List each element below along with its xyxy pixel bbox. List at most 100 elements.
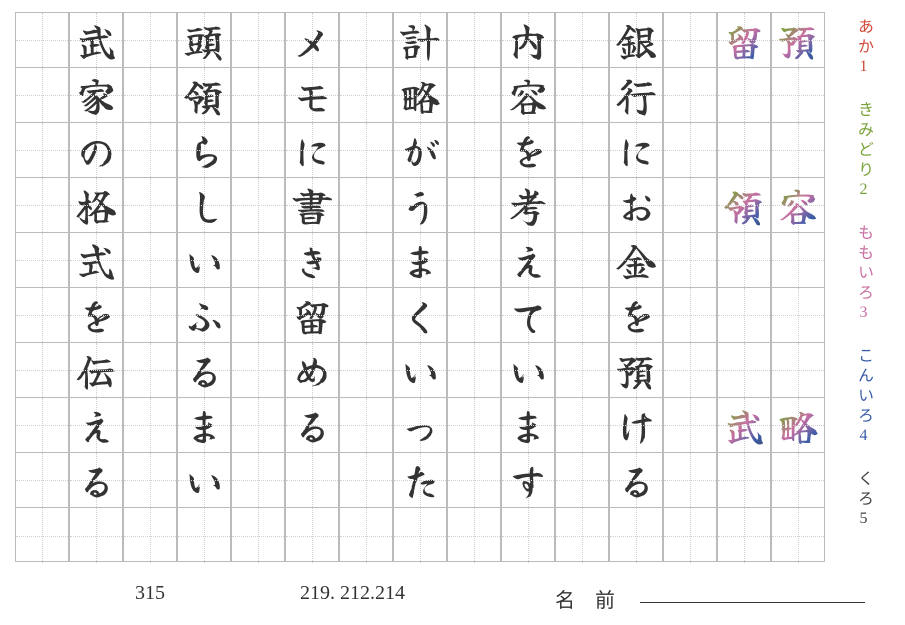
kanji-char: 頭 — [178, 13, 230, 67]
grid-cell: 略 — [772, 398, 824, 453]
grid-cell — [448, 453, 500, 508]
grid-cell: 書 — [286, 178, 338, 233]
kanji-char: を — [502, 123, 554, 177]
grid-cell: い — [394, 343, 446, 398]
grid-cell — [16, 398, 68, 453]
grid-cell: 計 — [394, 13, 446, 68]
kanji-char: 行 — [610, 68, 662, 122]
grid-cell — [16, 288, 68, 343]
kanji-char: 計 — [394, 13, 446, 67]
grid-cell — [124, 288, 176, 343]
kanji-char: え — [502, 233, 554, 287]
kanji-char: し — [178, 178, 230, 232]
grid-cell — [448, 178, 500, 233]
grid-cell — [772, 453, 824, 508]
grid-cell — [232, 123, 284, 178]
grid-cell: 預 — [772, 13, 824, 68]
grid-cell: 銀 — [610, 13, 662, 68]
grid-cell — [232, 398, 284, 453]
grid-cell — [556, 508, 608, 563]
grid-cell: 略 — [394, 68, 446, 123]
color-legend: あか1きみどり2ももいろ3こんいろ4くろ5 — [851, 18, 891, 553]
grid-cell — [718, 288, 770, 343]
grid-cell — [16, 233, 68, 288]
grid-cell — [16, 13, 68, 68]
kanji-char: を — [610, 288, 662, 342]
kanji-char: 式 — [70, 233, 122, 287]
kanji-char: 伝 — [70, 343, 122, 397]
grid-cell — [124, 233, 176, 288]
grid-cell: が — [394, 123, 446, 178]
kanji-char: ま — [394, 233, 446, 287]
grid-cell — [556, 13, 608, 68]
grid-cell: け — [610, 398, 662, 453]
grid-cell — [16, 343, 68, 398]
grid-cell — [664, 508, 716, 563]
legend-item: きみどり2 — [851, 101, 875, 202]
grid-cell: お — [610, 178, 662, 233]
grid-cell: 式 — [70, 233, 122, 288]
kanji-char: モ — [286, 68, 338, 122]
grid-cell: い — [178, 453, 230, 508]
grid-cell: モ — [286, 68, 338, 123]
grid-cell: る — [286, 398, 338, 453]
kanji-char: い — [178, 233, 230, 287]
grid-cell — [340, 508, 392, 563]
grid-cell — [340, 123, 392, 178]
grid-cell: 留 — [286, 288, 338, 343]
grid-cell: 考 — [502, 178, 554, 233]
grid-cell — [340, 68, 392, 123]
grid-cell — [718, 343, 770, 398]
name-label: 名 前 — [555, 584, 615, 613]
grid-cell — [232, 178, 284, 233]
kanji-char: 内 — [502, 13, 554, 67]
kanji-char: メ — [286, 13, 338, 67]
grid-cell — [16, 178, 68, 233]
grid-cell: 領 — [178, 68, 230, 123]
grid-cell — [718, 453, 770, 508]
grid-cell: い — [178, 233, 230, 288]
kanji-char: ら — [178, 123, 230, 177]
grid-cell — [772, 288, 824, 343]
grid-cell: 容 — [772, 178, 824, 233]
grid-cell — [232, 508, 284, 563]
grid-cell: て — [502, 288, 554, 343]
grid-cell: 武 — [70, 13, 122, 68]
grid-cell — [664, 453, 716, 508]
grid-cell — [556, 288, 608, 343]
grid-cell — [610, 508, 662, 563]
kanji-char: の — [70, 123, 122, 177]
legend-item: ももいろ3 — [851, 224, 875, 325]
grid-cell: ま — [178, 398, 230, 453]
page-ref-mid: 219. 212.214 — [300, 582, 405, 605]
kanji-char: 容 — [772, 178, 824, 232]
grid-cell — [448, 13, 500, 68]
grid-cell: う — [394, 178, 446, 233]
grid-cell — [664, 68, 716, 123]
grid-cell — [448, 343, 500, 398]
grid-cell — [232, 233, 284, 288]
kanji-char: え — [70, 398, 122, 452]
grid-cell: ま — [502, 398, 554, 453]
grid-cell — [340, 398, 392, 453]
grid-cell: ら — [178, 123, 230, 178]
kanji-char: 留 — [718, 13, 770, 67]
grid-cell — [664, 13, 716, 68]
grid-cell — [718, 68, 770, 123]
grid-cell — [664, 288, 716, 343]
grid-cell: 預 — [610, 343, 662, 398]
grid-cell — [556, 398, 608, 453]
grid-cell — [448, 508, 500, 563]
kanji-char: 武 — [70, 13, 122, 67]
kanji-char: に — [610, 123, 662, 177]
legend-item: こんいろ4 — [851, 347, 875, 448]
grid-cell: た — [394, 453, 446, 508]
grid-cell: ふ — [178, 288, 230, 343]
grid-cell — [340, 343, 392, 398]
grid-cell: を — [610, 288, 662, 343]
kanji-char: 留 — [286, 288, 338, 342]
kanji-char: を — [70, 288, 122, 342]
grid-cell: を — [70, 288, 122, 343]
grid-cell — [124, 123, 176, 178]
grid-column — [339, 12, 393, 562]
